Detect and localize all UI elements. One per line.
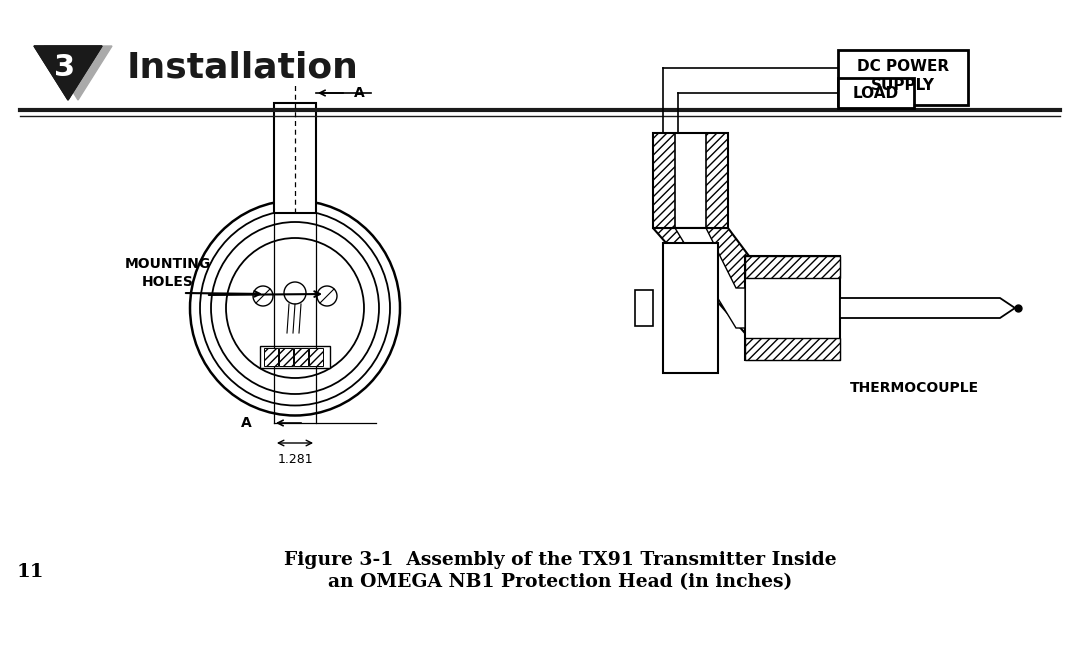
Ellipse shape <box>284 282 306 304</box>
Ellipse shape <box>253 286 273 306</box>
Bar <box>309 348 323 366</box>
Polygon shape <box>745 338 840 360</box>
Ellipse shape <box>190 200 400 415</box>
Polygon shape <box>33 46 102 100</box>
Polygon shape <box>653 228 765 348</box>
Text: 11: 11 <box>16 563 44 581</box>
Text: 1.281: 1.281 <box>278 453 313 466</box>
Text: Figure 3-1  Assembly of the TX91 Transmitter Inside: Figure 3-1 Assembly of the TX91 Transmit… <box>284 551 836 569</box>
Bar <box>745 256 840 360</box>
Bar <box>838 50 968 105</box>
Polygon shape <box>745 256 840 278</box>
Text: Installation: Installation <box>127 51 359 85</box>
Bar <box>279 348 293 366</box>
Text: MOUNTING
HOLES: MOUNTING HOLES <box>125 257 211 288</box>
Text: LOAD: LOAD <box>853 86 899 100</box>
Ellipse shape <box>318 286 337 306</box>
Bar <box>294 348 308 366</box>
Text: 3: 3 <box>54 52 76 82</box>
Polygon shape <box>44 46 112 100</box>
Bar <box>260 346 330 368</box>
Polygon shape <box>653 133 675 228</box>
Text: A: A <box>354 86 365 100</box>
Ellipse shape <box>226 238 364 378</box>
Bar <box>838 78 914 108</box>
Polygon shape <box>33 46 102 100</box>
Ellipse shape <box>211 222 379 394</box>
Polygon shape <box>840 298 1015 318</box>
Bar <box>264 348 278 366</box>
Polygon shape <box>675 228 745 328</box>
Text: DC POWER
SUPPLY: DC POWER SUPPLY <box>856 59 949 93</box>
Text: an OMEGA NB1 Protection Head (in inches): an OMEGA NB1 Protection Head (in inches) <box>328 573 792 591</box>
Polygon shape <box>706 133 728 228</box>
Bar <box>635 290 653 326</box>
Text: A: A <box>241 416 252 430</box>
Bar <box>653 133 728 228</box>
Bar <box>274 103 316 213</box>
Text: THERMOCOUPLE: THERMOCOUPLE <box>850 381 980 395</box>
Bar <box>663 243 718 373</box>
Ellipse shape <box>200 211 390 406</box>
